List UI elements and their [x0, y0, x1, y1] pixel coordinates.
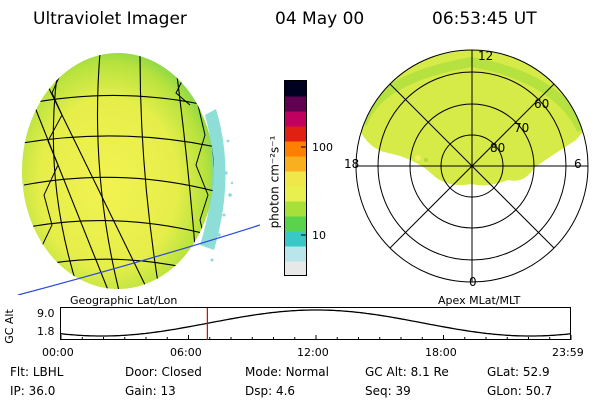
- colorbar-band: [285, 246, 306, 262]
- dsp-field: Dsp: 4.6: [245, 384, 296, 398]
- ip-field: IP: 36.0: [10, 384, 56, 398]
- time-tick-1800: 18:00: [425, 346, 457, 359]
- mlat-60-label: 60: [534, 97, 549, 111]
- colorbar-unit-label: photon cm⁻²s⁻¹: [267, 135, 282, 229]
- time-tick-2359: 23:59: [552, 346, 584, 359]
- polar-plot: 12 6 0 18 60 70 80: [344, 49, 589, 288]
- polar-caption: Apex MLat/MLT: [438, 294, 521, 307]
- time-tick-0600: 06:00: [170, 346, 202, 359]
- mlat-80-label: 80: [490, 141, 505, 155]
- colorbar-band: [285, 156, 306, 172]
- mlt-6-label: 6: [574, 157, 582, 171]
- colorbar-band: [285, 186, 306, 202]
- flt-field: Flt: LBHL: [10, 365, 64, 379]
- colorbar-band: [285, 96, 306, 112]
- colorbar-tick-10: 10: [312, 229, 326, 242]
- altitude-curve: [60, 309, 572, 337]
- mlat-70-label: 70: [514, 121, 529, 135]
- altitude-plot: [60, 307, 572, 340]
- colorbar-band: [285, 111, 306, 127]
- polar-grid: [355, 49, 589, 283]
- mlt-12-label: 12: [478, 49, 493, 63]
- glat-field: GLat: 52.9: [487, 365, 550, 379]
- time-label: 06:53:45 UT: [432, 9, 537, 29]
- colorbar-band: [285, 171, 306, 187]
- geographic-globe-image: [17, 53, 260, 295]
- time-tick-0000: 00:00: [42, 346, 74, 359]
- instrument-title: Ultraviolet Imager: [33, 9, 187, 29]
- glon-field: GLon: 50.7: [487, 384, 553, 398]
- door-field: Door: Closed: [125, 365, 202, 379]
- seq-field: Seq: 39: [365, 384, 411, 398]
- colorbar-band: [285, 81, 306, 97]
- colorbar-band: [285, 201, 306, 217]
- mode-field: Mode: Normal: [245, 365, 329, 379]
- globe-caption: Geographic Lat/Lon: [70, 294, 178, 307]
- mlt-0-label: 0: [469, 275, 477, 288]
- gc-alt-field: GC Alt: 8.1 Re: [365, 365, 449, 379]
- altitude-axis-label: GC Alt: [2, 309, 16, 344]
- colorbar-band: [285, 216, 306, 232]
- earth-disk: [22, 53, 214, 289]
- altitude-tick-low: 1.8: [37, 325, 55, 338]
- colorbar-band: [285, 126, 306, 142]
- color-scale-bar: [284, 80, 307, 276]
- orbit-track: [17, 224, 260, 295]
- noise-speckles: [210, 139, 234, 262]
- date-label: 04 May 00: [275, 9, 365, 29]
- time-tick-1200: 12:00: [297, 346, 329, 359]
- colorbar-band: [285, 261, 306, 276]
- mlt-18-label: 18: [344, 157, 359, 171]
- colorbar-tick-100: 100: [312, 141, 333, 154]
- altitude-tick-high: 9.0: [37, 307, 55, 320]
- colorbar-band: [285, 141, 306, 157]
- colorbar-band: [285, 231, 306, 247]
- gain-field: Gain: 13: [125, 384, 176, 398]
